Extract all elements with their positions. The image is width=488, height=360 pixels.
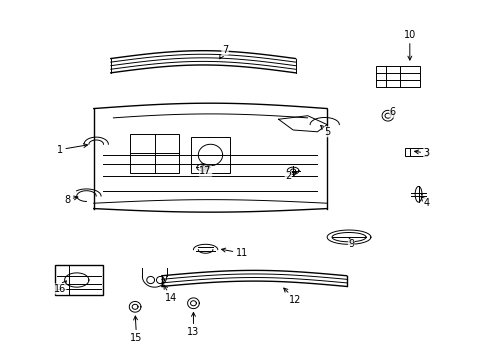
Bar bbox=[191, 137, 229, 173]
Bar bbox=[55, 265, 103, 295]
Text: 7: 7 bbox=[219, 45, 228, 59]
Text: 11: 11 bbox=[221, 248, 248, 258]
Text: 8: 8 bbox=[64, 195, 78, 204]
Bar bbox=[404, 148, 426, 156]
Text: 1: 1 bbox=[57, 144, 87, 155]
Text: 2: 2 bbox=[285, 171, 296, 181]
Text: 9: 9 bbox=[347, 238, 354, 249]
Text: 15: 15 bbox=[130, 316, 142, 343]
Text: 6: 6 bbox=[389, 107, 395, 117]
Text: 12: 12 bbox=[283, 288, 301, 305]
Text: 10: 10 bbox=[403, 30, 415, 60]
Bar bbox=[375, 66, 419, 87]
Text: 4: 4 bbox=[420, 197, 429, 208]
Text: 5: 5 bbox=[320, 125, 329, 137]
Text: 13: 13 bbox=[187, 312, 199, 337]
Text: 17: 17 bbox=[199, 166, 211, 176]
Bar bbox=[130, 134, 179, 173]
Text: 16: 16 bbox=[54, 281, 66, 294]
Text: 3: 3 bbox=[414, 148, 429, 158]
Text: 14: 14 bbox=[163, 285, 177, 303]
